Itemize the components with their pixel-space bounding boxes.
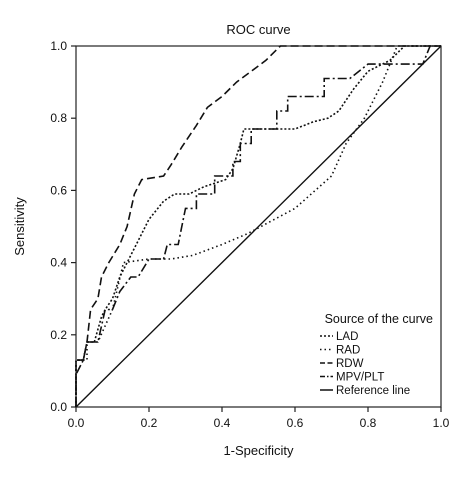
series-line-rad — [75, 45, 441, 407]
x-axis-label: 1-Specificity — [223, 443, 294, 458]
axis-ticks: 0.0 0.2 0.4 0.6 0.8 1.0 0.0 0.2 0.4 0.6 0.8 1.0 — [50, 39, 449, 430]
legend-label: RAD — [336, 345, 360, 357]
legend-title: Source of the curve — [325, 312, 433, 326]
legend-label: RDW — [336, 358, 364, 370]
y-tick-label: 0.8 — [50, 111, 67, 125]
legend-label: LAD — [336, 331, 358, 343]
x-tick-label: 1.0 — [433, 416, 450, 430]
x-tick-label: 0.2 — [141, 416, 158, 430]
series-line-rdw — [75, 45, 441, 407]
y-tick-label: 0.2 — [50, 328, 67, 342]
x-tick-label: 0.4 — [214, 416, 231, 430]
y-tick-label: 0.4 — [50, 256, 67, 270]
y-tick-label: 1.0 — [50, 39, 67, 53]
legend-label: MPV/PLT — [336, 372, 384, 384]
plot-frame — [75, 45, 442, 408]
series-line-reference-line — [75, 45, 442, 408]
x-tick-label: 0.6 — [287, 416, 304, 430]
legend-label: Reference line — [336, 385, 410, 397]
y-tick-label: 0.0 — [50, 400, 67, 414]
y-tick-label: 0.6 — [50, 183, 67, 197]
chart-title: ROC curve — [226, 22, 290, 37]
y-axis-label: Sensitivity — [12, 197, 27, 256]
series-layer — [75, 45, 442, 408]
x-tick-label: 0.8 — [360, 416, 377, 430]
x-tick-label: 0.0 — [68, 416, 85, 430]
series-line-mpv-plt — [75, 45, 441, 407]
series-line-lad — [75, 45, 441, 407]
